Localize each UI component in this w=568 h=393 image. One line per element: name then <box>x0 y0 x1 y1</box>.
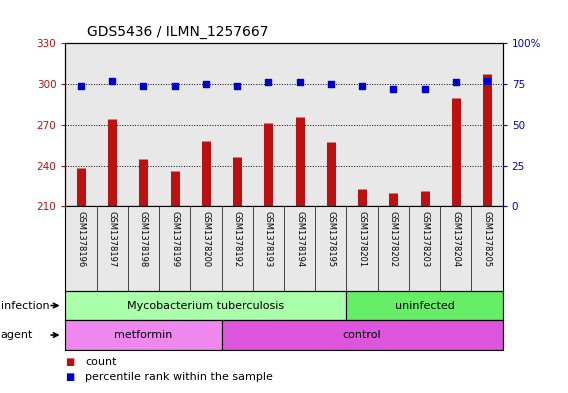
Text: GDS5436 / ILMN_1257667: GDS5436 / ILMN_1257667 <box>87 26 269 39</box>
Point <box>139 83 148 89</box>
Bar <box>65 320 222 350</box>
Point <box>170 83 179 89</box>
Text: GSM1378198: GSM1378198 <box>139 211 148 267</box>
Text: GSM1378200: GSM1378200 <box>202 211 210 267</box>
Bar <box>222 320 503 350</box>
Text: GSM1378195: GSM1378195 <box>327 211 335 267</box>
Bar <box>346 291 503 320</box>
Point <box>76 83 86 89</box>
Text: GSM1378199: GSM1378199 <box>170 211 179 267</box>
Text: Mycobacterium tuberculosis: Mycobacterium tuberculosis <box>127 301 285 310</box>
Point <box>389 86 398 92</box>
Text: GSM1378194: GSM1378194 <box>295 211 304 267</box>
Text: uninfected: uninfected <box>395 301 454 310</box>
Point <box>326 81 335 87</box>
Text: GSM1378203: GSM1378203 <box>420 211 429 267</box>
Point <box>420 86 429 92</box>
Text: percentile rank within the sample: percentile rank within the sample <box>85 372 273 382</box>
Text: GSM1378197: GSM1378197 <box>108 211 116 267</box>
Point <box>358 83 367 89</box>
Point <box>202 81 211 87</box>
Text: GSM1378205: GSM1378205 <box>483 211 491 267</box>
Text: GSM1378202: GSM1378202 <box>389 211 398 267</box>
Text: metformin: metformin <box>114 330 173 340</box>
Text: control: control <box>343 330 382 340</box>
Text: GSM1378201: GSM1378201 <box>358 211 366 267</box>
Text: ■: ■ <box>65 356 74 367</box>
Point <box>483 77 492 84</box>
Point <box>451 79 460 86</box>
Point <box>295 79 304 86</box>
Text: GSM1378196: GSM1378196 <box>77 211 85 267</box>
Text: agent: agent <box>1 330 33 340</box>
Point <box>264 79 273 86</box>
Text: count: count <box>85 356 116 367</box>
Text: GSM1378193: GSM1378193 <box>264 211 273 267</box>
Text: GSM1378204: GSM1378204 <box>452 211 460 267</box>
Point <box>233 83 242 89</box>
Text: ■: ■ <box>65 372 74 382</box>
Text: infection: infection <box>1 301 49 310</box>
Text: GSM1378192: GSM1378192 <box>233 211 241 267</box>
Bar <box>65 291 346 320</box>
Point <box>108 77 117 84</box>
